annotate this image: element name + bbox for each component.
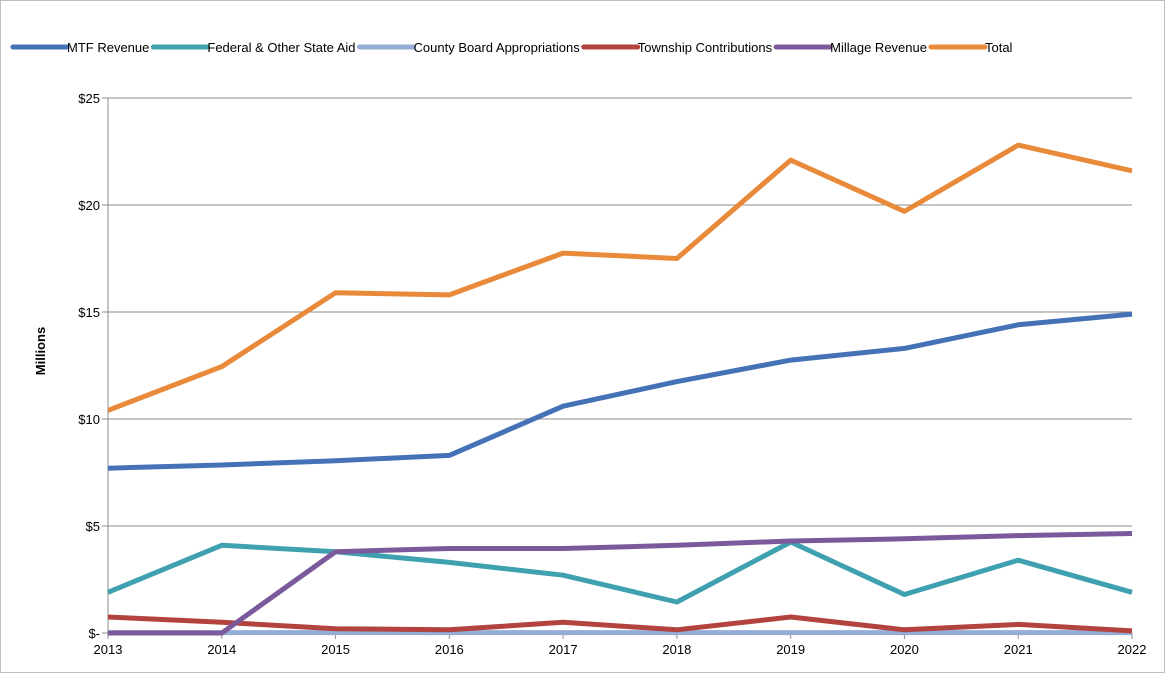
series-lines bbox=[107, 142, 1133, 636]
legend-item-township-contributions: Township Contributions bbox=[581, 40, 773, 55]
x-tick-label: 2021 bbox=[1004, 642, 1033, 657]
x-tick-label: 2015 bbox=[321, 642, 350, 657]
y-tick-label: $25 bbox=[78, 91, 100, 106]
gridlines bbox=[108, 97, 1132, 634]
x-tick-label: 2020 bbox=[890, 642, 919, 657]
x-tick-label: 2019 bbox=[776, 642, 805, 657]
legend-item-federal-and-other-state-aid: Federal & Other State Aid bbox=[150, 40, 356, 55]
legend-label: MTF Revenue bbox=[67, 40, 149, 55]
y-tick-label: $5 bbox=[86, 519, 100, 534]
y-tick-label: $- bbox=[88, 626, 100, 641]
legend-label: Total bbox=[985, 40, 1013, 55]
series-line-total bbox=[107, 142, 1133, 413]
x-tick-label: 2022 bbox=[1118, 642, 1147, 657]
legend-item-county-board-appropriations: County Board Appropriations bbox=[357, 40, 581, 55]
x-tick-label: 2014 bbox=[207, 642, 236, 657]
legend-label: County Board Appropriations bbox=[414, 40, 581, 55]
x-axis-ticks: 2013 2014 2015 2016 2017 2018 2019 2020 2021 2022 bbox=[94, 633, 1147, 657]
x-tick-label: 2013 bbox=[94, 642, 123, 657]
series-line-township-contributions bbox=[107, 614, 1133, 634]
y-tick-label: $10 bbox=[78, 412, 100, 427]
legend-label: Federal & Other State Aid bbox=[207, 40, 355, 55]
legend: MTF Revenue Federal & Other State Aid Coun… bbox=[10, 40, 1013, 55]
y-axis-label: Millions bbox=[33, 327, 48, 375]
series-line-millage-revenue bbox=[108, 531, 1133, 636]
legend-item-total: Total bbox=[928, 40, 1013, 55]
legend-label: Township Contributions bbox=[638, 40, 773, 55]
legend-label: Millage Revenue bbox=[830, 40, 927, 55]
y-axis-ticks: $- $5 $10 $15 $20 $25 bbox=[78, 91, 109, 641]
x-tick-label: 2017 bbox=[549, 642, 578, 657]
x-tick-label: 2016 bbox=[435, 642, 464, 657]
legend-item-millage-revenue: Millage Revenue bbox=[773, 40, 927, 55]
series-line-mtf-revenue bbox=[107, 311, 1133, 471]
y-tick-label: $20 bbox=[78, 198, 100, 213]
legend-item-mtf-revenue: MTF Revenue bbox=[10, 40, 149, 55]
y-tick-label: $15 bbox=[78, 305, 100, 320]
series-line-federal-and-other-state-aid bbox=[107, 539, 1133, 605]
x-tick-label: 2018 bbox=[662, 642, 691, 657]
